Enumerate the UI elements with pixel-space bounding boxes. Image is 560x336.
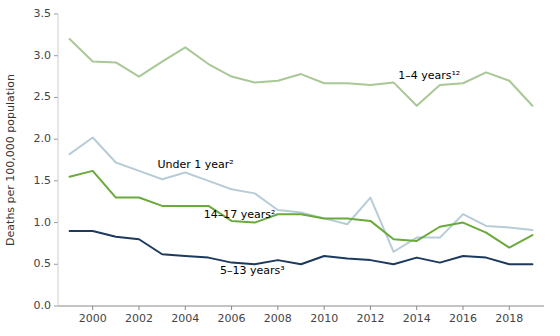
page: {"chart_data": {"type": "line", "ylabel"… [0, 0, 560, 336]
y-axis-label: Deaths per 100,000 population [4, 74, 17, 246]
x-axis-line [58, 306, 544, 307]
x-tick [139, 306, 140, 310]
x-tick-label: 2018 [495, 312, 523, 325]
x-tick-label: 2010 [310, 312, 338, 325]
y-tick [54, 55, 58, 56]
x-tick [231, 306, 232, 310]
y-tick [54, 139, 58, 140]
x-tick-label: 2016 [449, 312, 477, 325]
y-tick [54, 97, 58, 98]
x-tick-label: 2000 [79, 312, 107, 325]
series-line [70, 171, 533, 248]
y-tick [54, 14, 58, 15]
y-tick-label: 1.0 [34, 216, 52, 229]
y-axis-line [58, 14, 59, 306]
y-tick-label: 3.5 [34, 7, 52, 20]
annotation: 14–17 years² [204, 208, 276, 221]
x-tick [92, 306, 93, 310]
x-tick [185, 306, 186, 310]
y-tick [54, 264, 58, 265]
x-tick-label: 2004 [171, 312, 199, 325]
x-tick [463, 306, 464, 310]
x-tick [509, 306, 510, 310]
x-tick-label: 2012 [356, 312, 384, 325]
y-tick-label: 0.5 [34, 257, 52, 270]
y-tick [54, 306, 58, 307]
y-tick-label: 2.5 [34, 90, 52, 103]
x-tick [324, 306, 325, 310]
axes: 0.0 0.5 1.0 1.5 2.0 2.5 3.0 3.5 2000 2002 2004 2006… [34, 7, 545, 325]
y-tick [54, 222, 58, 223]
x-tick [416, 306, 417, 310]
series-line [70, 137, 533, 251]
annotations: 1–4 years¹² Under 1 year² 14–17 years² 5–13… [158, 69, 461, 277]
x-tick [277, 306, 278, 310]
y-tick-label: 0.0 [34, 299, 52, 312]
series-line [70, 231, 533, 264]
x-tick-label: 2008 [264, 312, 292, 325]
x-tick-label: 2006 [218, 312, 246, 325]
x-tick-label: 2014 [403, 312, 431, 325]
chart: 0.0 0.5 1.0 1.5 2.0 2.5 3.0 3.5 2000 2002 2004 2006… [0, 0, 560, 336]
plot-area [70, 39, 533, 264]
series-line [70, 39, 533, 106]
y-tick [54, 180, 58, 181]
y-tick-label: 1.5 [34, 174, 52, 187]
annotation: 1–4 years¹² [398, 69, 460, 82]
x-tick-label: 2002 [125, 312, 153, 325]
annotation: 5–13 years³ [220, 264, 285, 277]
y-tick-label: 3.0 [34, 49, 52, 62]
y-tick-label: 2.0 [34, 132, 52, 145]
x-tick [370, 306, 371, 310]
annotation: Under 1 year² [158, 158, 234, 171]
